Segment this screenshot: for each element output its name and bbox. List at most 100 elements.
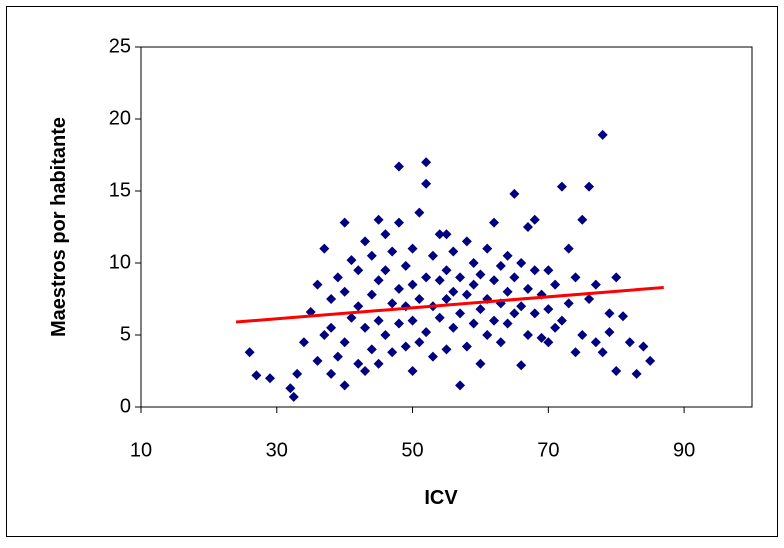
point <box>475 304 486 315</box>
point <box>407 315 418 326</box>
point <box>353 265 364 276</box>
point <box>489 217 500 228</box>
point <box>407 243 418 254</box>
point <box>543 337 554 348</box>
point <box>387 246 398 257</box>
point <box>475 269 486 280</box>
point <box>550 322 561 333</box>
point <box>244 347 255 358</box>
point <box>326 322 337 333</box>
point <box>556 315 567 326</box>
point <box>380 229 391 240</box>
point <box>326 294 337 304</box>
point <box>455 380 466 391</box>
point <box>441 344 452 355</box>
point <box>516 258 527 268</box>
y-tick-label: 0 <box>120 395 131 417</box>
point <box>495 337 506 348</box>
point <box>461 289 472 300</box>
y-axis-title: Maestros por habitante <box>48 117 70 337</box>
point <box>543 304 554 315</box>
point <box>584 181 595 192</box>
point <box>570 347 581 358</box>
point <box>448 286 459 297</box>
point <box>502 250 513 261</box>
point <box>584 294 595 304</box>
trendline <box>235 285 664 324</box>
point <box>502 318 513 329</box>
point <box>339 380 350 391</box>
point <box>441 229 452 240</box>
point <box>624 337 635 348</box>
point <box>387 347 398 358</box>
point <box>366 344 377 355</box>
point <box>319 330 330 340</box>
point <box>421 272 432 283</box>
point <box>332 272 343 283</box>
x-tick-label: 50 <box>401 439 423 461</box>
point <box>393 217 404 228</box>
point <box>373 275 384 286</box>
point <box>590 279 601 290</box>
point <box>373 214 384 225</box>
point <box>611 366 622 376</box>
point <box>597 347 608 358</box>
point <box>251 370 262 381</box>
point <box>393 161 404 172</box>
point <box>427 351 438 362</box>
point <box>489 275 500 286</box>
point <box>380 330 391 340</box>
point <box>502 286 513 297</box>
point <box>556 181 567 192</box>
point <box>448 246 459 257</box>
x-tick-label: 90 <box>673 439 695 461</box>
point <box>288 391 299 402</box>
point <box>407 279 418 290</box>
point <box>360 236 371 247</box>
x-axis-title: ICV <box>424 487 458 509</box>
point <box>332 351 343 362</box>
point <box>529 214 540 225</box>
point <box>421 157 432 168</box>
point <box>475 358 486 369</box>
point <box>597 129 608 140</box>
point <box>319 243 330 254</box>
point <box>550 279 561 290</box>
point <box>529 265 540 276</box>
point <box>631 368 642 379</box>
y-tick-label: 25 <box>109 35 131 57</box>
point <box>482 330 493 340</box>
point <box>339 337 350 348</box>
point <box>339 217 350 228</box>
x-tick-label: 10 <box>130 439 152 461</box>
point <box>489 315 500 326</box>
point <box>604 327 615 338</box>
point <box>298 337 309 348</box>
point <box>264 373 275 384</box>
point <box>604 308 615 319</box>
point <box>339 286 350 297</box>
point <box>312 279 323 290</box>
point <box>482 243 493 254</box>
point <box>366 289 377 300</box>
point <box>414 207 425 218</box>
point <box>611 272 622 283</box>
point <box>441 294 452 304</box>
point <box>346 312 357 323</box>
point <box>292 368 303 379</box>
point <box>353 358 364 369</box>
point <box>645 355 656 366</box>
point <box>509 188 520 199</box>
point <box>414 337 425 348</box>
point <box>536 332 547 343</box>
point <box>393 283 404 294</box>
point <box>373 315 384 326</box>
x-tick-label: 70 <box>537 439 559 461</box>
point <box>509 272 520 283</box>
point <box>421 178 432 189</box>
point <box>414 294 425 304</box>
point <box>455 308 466 319</box>
point <box>638 341 649 352</box>
point <box>441 265 452 276</box>
